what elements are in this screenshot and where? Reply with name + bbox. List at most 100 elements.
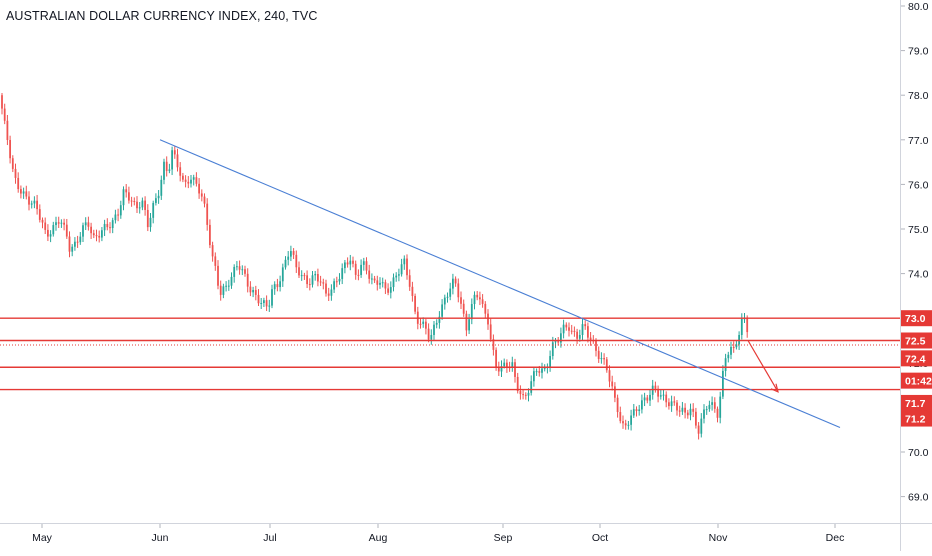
candle-body	[403, 258, 406, 265]
candle-body	[400, 264, 403, 275]
candle-body	[381, 282, 384, 284]
candle-body	[503, 362, 506, 367]
candle-body	[670, 401, 673, 407]
price-label: 01:42	[905, 376, 932, 388]
candle-body	[476, 294, 479, 298]
candle-body	[122, 189, 125, 206]
candle-body	[449, 288, 452, 297]
candle-body	[443, 297, 446, 305]
candle-body	[408, 275, 411, 287]
price-tick-label: 69.0	[908, 492, 929, 504]
candle-body	[101, 230, 103, 238]
candle-body	[319, 281, 322, 283]
candle-body	[673, 401, 676, 403]
candle-body	[11, 158, 14, 169]
candle-body	[238, 266, 241, 270]
candle-body	[649, 394, 651, 401]
candle-body	[568, 327, 570, 331]
candles-layer	[1, 92, 749, 440]
price-label-box	[901, 372, 932, 389]
candle-body	[719, 396, 722, 418]
candle-body	[95, 235, 98, 237]
price-label: 71.2	[905, 414, 926, 426]
candle-body	[392, 277, 395, 288]
candle-body	[578, 335, 581, 339]
price-tick-label: 70.0	[908, 447, 929, 459]
candle-body	[581, 324, 584, 336]
candle-body	[292, 251, 295, 255]
candle-body	[265, 300, 268, 307]
price-tick-label: 77.0	[908, 135, 929, 147]
candle-body	[290, 251, 292, 257]
candle-body	[487, 313, 489, 325]
candle-body	[203, 196, 206, 204]
candle-body	[211, 245, 214, 257]
candle-body	[500, 366, 503, 372]
candle-body	[344, 262, 346, 269]
candle-body	[727, 354, 730, 359]
candle-body	[311, 275, 314, 285]
candle-body	[619, 412, 622, 422]
candle-body	[252, 290, 254, 293]
price-tick-label: 80.0	[908, 1, 929, 13]
price-label-box	[901, 394, 932, 411]
candle-body	[9, 139, 11, 159]
candle-body	[738, 334, 740, 345]
candle-body	[438, 316, 441, 323]
candle-body	[325, 283, 327, 294]
candle-body	[14, 168, 17, 178]
candle-body	[357, 274, 360, 276]
projection-arrowhead	[770, 383, 779, 393]
candle-body	[276, 284, 279, 288]
candle-body	[730, 346, 732, 355]
trend-line	[159, 139, 841, 428]
candle-body	[657, 388, 659, 397]
candle-body	[713, 402, 716, 409]
candle-body	[168, 169, 171, 171]
candle-body	[427, 328, 430, 340]
candle-body	[659, 395, 662, 397]
trendline-layer	[159, 139, 841, 428]
candle-body	[71, 246, 74, 252]
candle-body	[538, 371, 541, 373]
candle-body	[473, 294, 476, 305]
candlestick-chart[interactable]	[0, 0, 900, 523]
candle-body	[133, 200, 136, 202]
candle-body	[214, 256, 217, 266]
candle-body	[419, 323, 422, 325]
candle-body	[257, 294, 260, 304]
candle-body	[160, 179, 163, 196]
candle-body	[395, 275, 398, 278]
price-label-box	[901, 410, 932, 427]
candle-body	[686, 412, 689, 416]
candle-body	[268, 305, 271, 307]
candle-body	[130, 200, 133, 202]
time-tick-label: Jun	[152, 532, 169, 544]
candle-body	[452, 278, 454, 289]
candle-body	[479, 297, 481, 300]
candle-body	[632, 409, 635, 416]
candle-body	[25, 191, 28, 197]
candle-body	[106, 223, 109, 228]
candle-body	[76, 241, 79, 243]
candle-body	[198, 183, 200, 194]
candle-body	[576, 331, 578, 339]
candle-body	[233, 266, 236, 277]
candle-body	[125, 189, 128, 193]
candle-body	[346, 262, 349, 265]
time-tick-label: Aug	[369, 532, 388, 544]
candle-body	[406, 258, 408, 276]
candle-body	[497, 366, 500, 372]
candle-body	[49, 234, 52, 237]
candle-body	[241, 269, 244, 271]
candle-body	[192, 177, 195, 180]
price-label: 71.7	[905, 398, 926, 410]
candle-body	[182, 175, 184, 180]
candle-body	[200, 193, 203, 197]
time-axis[interactable]: May Jun Jul Aug Sep Oct Nov Dec	[0, 523, 900, 551]
candle-body	[3, 108, 6, 121]
price-axis[interactable]: 69.070.071.072.073.074.075.076.077.078.0…	[900, 0, 932, 523]
candle-body	[708, 404, 711, 410]
chart-area[interactable]: AUSTRALIAN DOLLAR CURRENCY INDEX, 240, T…	[0, 0, 900, 523]
candle-body	[522, 394, 524, 396]
